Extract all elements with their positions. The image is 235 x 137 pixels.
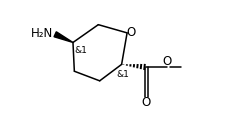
Text: H₂N: H₂N: [31, 27, 53, 40]
Text: O: O: [162, 55, 172, 68]
Text: O: O: [142, 96, 151, 109]
Text: &1: &1: [74, 45, 87, 55]
Text: O: O: [127, 26, 136, 39]
Polygon shape: [54, 32, 73, 42]
Text: &1: &1: [117, 70, 129, 79]
